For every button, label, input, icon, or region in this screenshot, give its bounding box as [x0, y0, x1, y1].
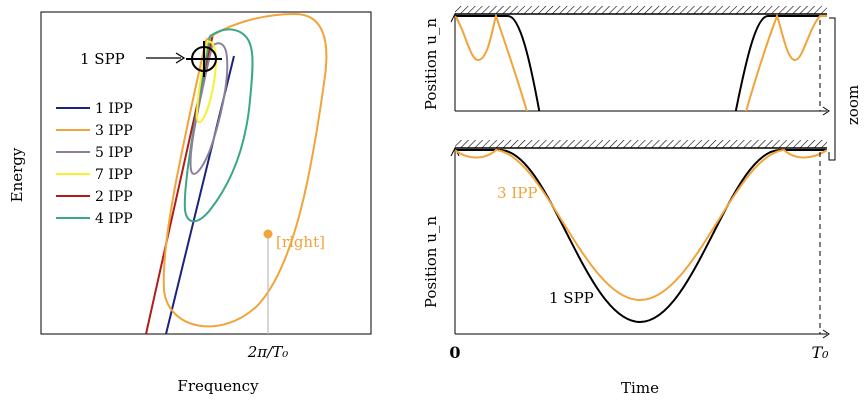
spp-target-marker — [186, 41, 222, 77]
right-top-panel: Position u_n — [422, 6, 830, 116]
x-tick-zero: 0 — [449, 343, 460, 362]
series-4-ipp-line — [183, 28, 254, 223]
legend-label: 4 IPP — [95, 211, 133, 227]
bottom-y-axis-title: Position u_n — [422, 216, 440, 308]
zoom-label: zoom — [844, 85, 862, 125]
bottom-wall-hatch — [455, 140, 827, 148]
bottom-x-axis-arrow — [822, 329, 830, 339]
legend: 1 IPP 3 IPP 5 IPP 7 IPP 2 IPP 4 IPP — [56, 101, 133, 227]
legend-label: 3 IPP — [95, 123, 133, 139]
top-curves — [455, 14, 827, 111]
spp-arrow — [146, 52, 186, 64]
bottom-3-ipp-line — [455, 148, 827, 302]
top-x-axis-arrow — [822, 106, 830, 116]
series-5-ipp-line — [189, 42, 229, 175]
left-curves — [145, 12, 328, 334]
series-3-ipp-line — [162, 12, 328, 328]
legend-label: 2 IPP — [95, 189, 133, 205]
right-x-axis-title: Time — [621, 379, 659, 397]
right-bottom-panel: 3 IPP 1 SPP Position u_n 0 T₀ Time — [422, 140, 830, 397]
spp-annotation-label: 1 SPP — [80, 50, 125, 68]
left-x-tick-label: 2π/T₀ — [247, 343, 288, 361]
bottom-y-axis-arrow — [450, 146, 460, 157]
right-point-marker — [263, 229, 273, 239]
left-panel: 1 SPP [right] 1 IPP 3 IPP 5 IPP 7 IPP 2 IPP 4… — [8, 11, 372, 395]
series-7-ipp-line — [195, 40, 218, 124]
left-x-axis-title: Frequency — [177, 377, 259, 395]
legend-label: 7 IPP — [95, 167, 133, 183]
top-3-ipp-line — [455, 14, 827, 111]
legend-label: 5 IPP — [95, 145, 133, 161]
top-wall-hatch — [455, 6, 827, 14]
ipp3-curve-label: 3 IPP — [497, 184, 537, 202]
zoom-bracket — [828, 17, 836, 161]
bottom-1-spp-line — [455, 149, 827, 324]
left-y-axis-title: Energy — [8, 147, 26, 202]
right-point-label: [right] — [276, 233, 325, 251]
x-tick-period: T₀ — [811, 343, 829, 362]
top-y-axis-title: Position u_n — [422, 18, 440, 110]
left-plot-frame — [40, 11, 372, 335]
bottom-curves — [455, 148, 827, 324]
legend-label: 1 IPP — [95, 101, 133, 117]
top-1-spp-line — [455, 15, 827, 111]
spp1-curve-label: 1 SPP — [549, 289, 594, 307]
